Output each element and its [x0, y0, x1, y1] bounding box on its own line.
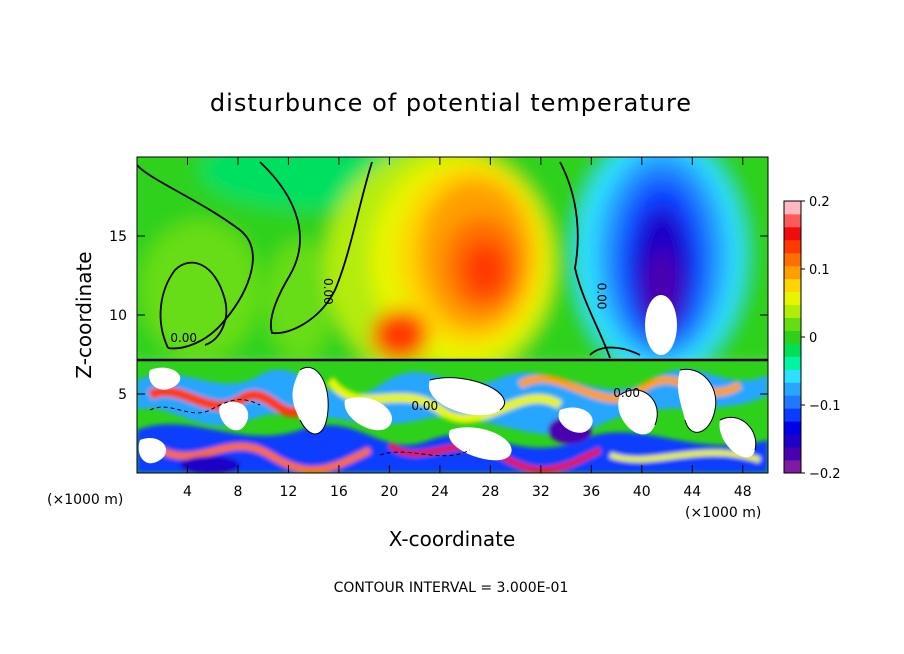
- y-axis: 5 10 15: [109, 229, 768, 403]
- colorbar: 0.2 0.1 0 −0.1 −0.2: [783, 195, 841, 482]
- contour-label: 0.00: [170, 331, 197, 345]
- colorbar-label: −0.1: [809, 399, 841, 414]
- x-tick-label: 36: [582, 484, 600, 500]
- contour-label: 0.00: [595, 283, 609, 310]
- contour-label: 0.00: [613, 386, 640, 400]
- x-tick-label: 4: [183, 484, 192, 500]
- colorbar-swatch: [784, 226, 801, 241]
- y-tick-label: 15: [109, 229, 127, 245]
- colorbar-swatch: [784, 201, 801, 215]
- colorbar-swatch: [784, 213, 801, 228]
- chart-title: disturbunce of potential temperature: [210, 89, 692, 117]
- x-tick-label: 8: [233, 484, 242, 500]
- colorbar-label: 0: [809, 331, 817, 346]
- x-tick-label: 40: [633, 484, 651, 500]
- colorbar-swatch: [784, 460, 801, 474]
- upper-white-core: [645, 295, 677, 355]
- x-axis-label: X-coordinate: [389, 527, 516, 551]
- lower-field: [137, 359, 768, 473]
- contour-interval-note: CONTOUR INTERVAL = 3.000E-01: [334, 580, 569, 596]
- colorbar-swatch: [784, 291, 801, 306]
- x-unit-right: (×1000 m): [685, 505, 761, 521]
- colorbar-swatch: [784, 317, 801, 331]
- y-tick-label: 10: [109, 308, 127, 324]
- colorbar-swatch: [784, 382, 801, 396]
- x-tick-label: 44: [683, 484, 701, 500]
- x-tick-label: 24: [431, 484, 449, 500]
- colorbar-swatch: [784, 330, 801, 344]
- x-unit-left: (×1000 m): [47, 492, 123, 508]
- colorbar-swatch: [784, 304, 801, 318]
- colorbar-swatch: [784, 434, 801, 448]
- x-tick-label: 32: [532, 484, 550, 500]
- colorbar-swatch: [784, 239, 801, 254]
- colorbar-swatch: [784, 421, 801, 435]
- x-tick-label: 16: [330, 484, 348, 500]
- x-tick-label: 48: [734, 484, 752, 500]
- colorbar-swatch: [784, 252, 801, 267]
- contour-label: 0.00: [411, 399, 438, 413]
- colorbar-swatch: [784, 265, 801, 280]
- plot-area: 0.00 0.00 0.00 0.00 0.00: [136, 156, 769, 474]
- colorbar-swatch: [784, 356, 801, 370]
- colorbar-swatch: [784, 408, 801, 422]
- x-tick-label: 28: [481, 484, 499, 500]
- colorbar-swatch: [784, 447, 801, 461]
- y-tick-label: 5: [118, 387, 127, 403]
- zero-contours: [137, 161, 641, 359]
- colorbar-swatch: [784, 369, 801, 383]
- colorbar-swatch: [784, 343, 801, 357]
- contour-label: 0.00: [321, 278, 335, 305]
- y-axis-label: Z-coordinate: [72, 251, 96, 378]
- colorbar-label: 0.2: [809, 195, 830, 210]
- x-tick-label: 12: [280, 484, 298, 500]
- upper-field: [137, 157, 768, 385]
- contour-labels: 0.00 0.00 0.00 0.00 0.00: [170, 278, 640, 413]
- colorbar-swatch: [784, 278, 801, 293]
- x-axis: 4 8 12 16 20 24 28 32 36 40 44 48: [183, 157, 752, 500]
- x-tick-label: 20: [380, 484, 398, 500]
- colorbar-swatch: [784, 395, 801, 409]
- colorbar-label: 0.1: [809, 263, 830, 278]
- colorbar-label: −0.2: [809, 467, 841, 482]
